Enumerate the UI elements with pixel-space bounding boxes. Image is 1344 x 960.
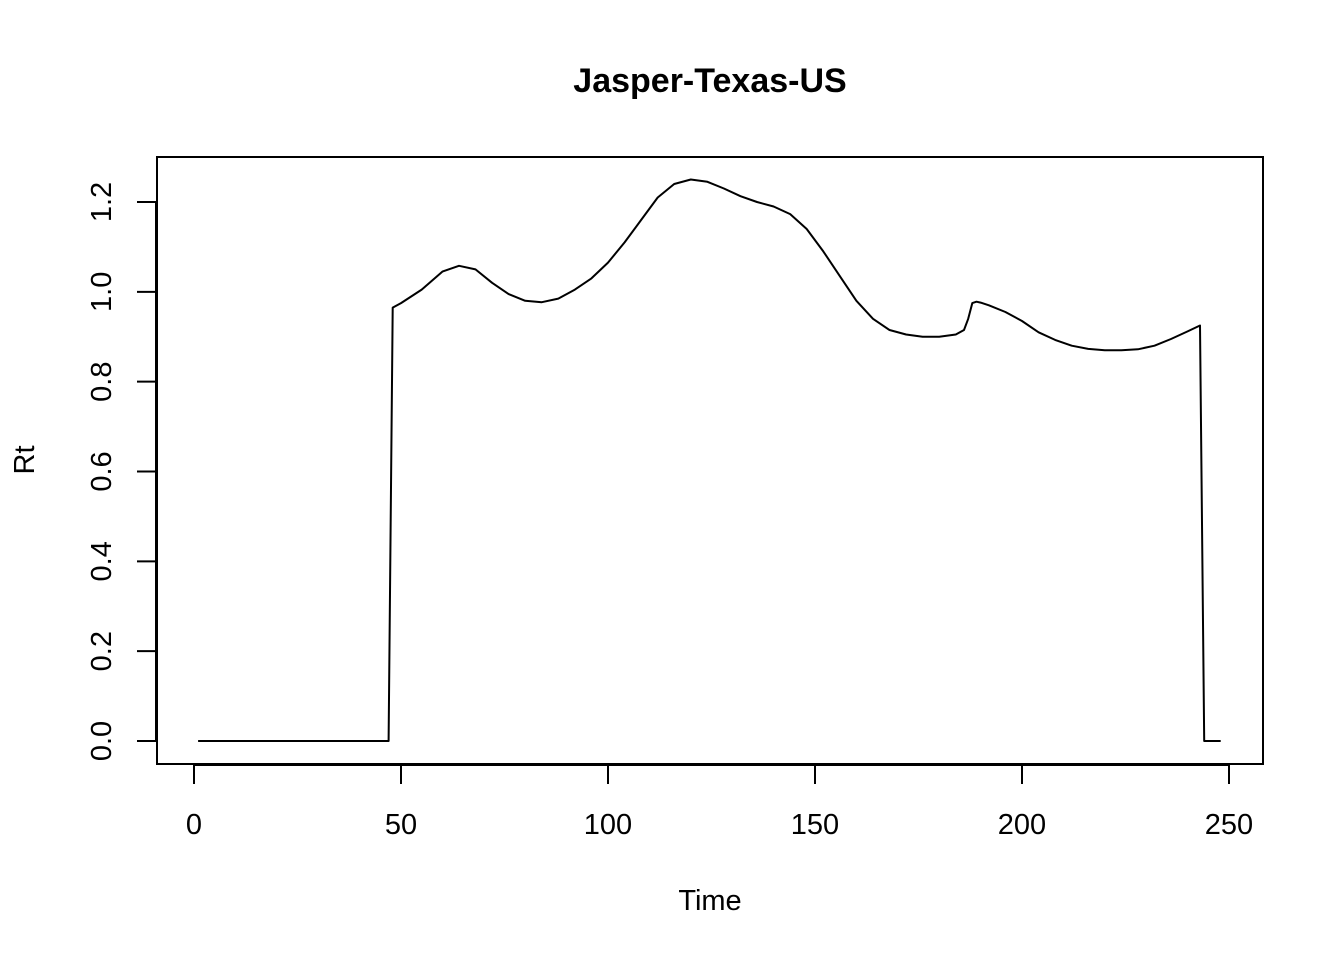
series-line-rt [198,178,1221,742]
x-tick-label: 0 [186,809,202,841]
x-axis: 0 50 100 150 200 250 [186,764,1253,841]
y-tick-label: 0.4 [86,541,118,581]
x-tick-label: 250 [1205,809,1253,841]
x-tick-label: 200 [998,809,1046,841]
chart-title: Jasper-Texas-US [573,62,846,100]
x-tick-label: 50 [385,809,417,841]
x-axis-label: Time [678,885,741,917]
x-tick-label: 150 [791,809,839,841]
y-tick-label: 1.2 [86,182,118,222]
y-tick-label: 1.0 [86,272,118,312]
x-tick-label: 100 [584,809,632,841]
y-axis-label: Rt [9,446,41,475]
y-tick-label: 0.2 [86,631,118,671]
y-axis: 0.0 0.2 0.4 0.6 0.8 1.0 1.2 [86,182,157,761]
y-tick-label: 0.0 [86,721,118,761]
y-tick-label: 0.6 [86,451,118,491]
y-tick-label: 0.8 [86,362,118,402]
plot-frame [156,156,1264,765]
